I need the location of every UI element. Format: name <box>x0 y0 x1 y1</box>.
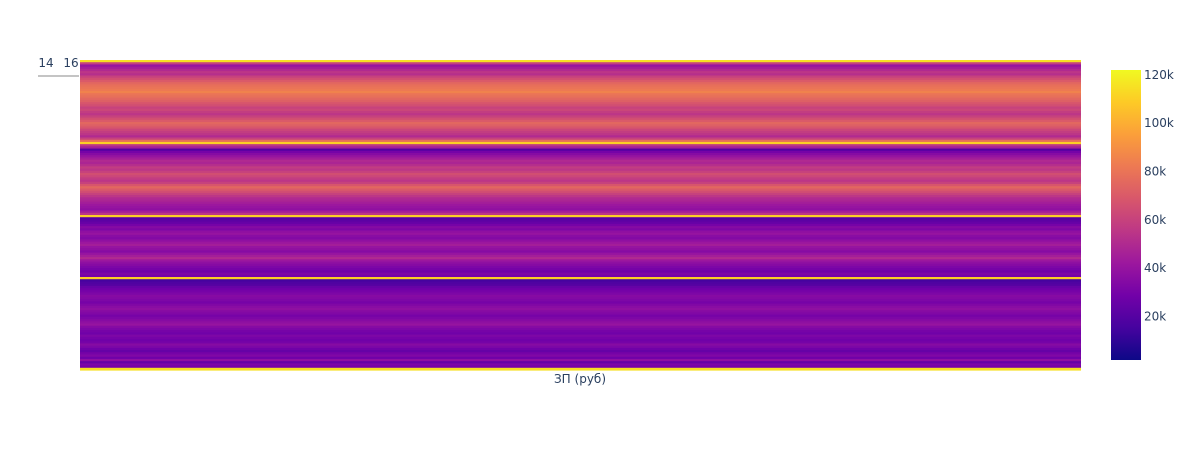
colorbar-tick-label: 80k <box>1144 165 1166 179</box>
colorbar: 20k 40k 60k 80k 100k 120k <box>1111 68 1174 360</box>
heatmap-row-cell <box>80 368 1081 371</box>
colorbar-tick-label: 40k <box>1144 261 1166 275</box>
y-axis: 14 16 <box>38 56 79 76</box>
colorbar-tick-label: 120k <box>1144 68 1174 82</box>
y-tick-label: 14 <box>38 56 53 70</box>
colorbar-tick-label: 100k <box>1144 116 1174 130</box>
colorbar-tick-label: 20k <box>1144 310 1166 324</box>
y-tick-label: 16 <box>63 56 78 70</box>
heatmap-cells <box>80 60 1081 371</box>
colorbar-gradient <box>1111 70 1141 360</box>
colorbar-ticks: 20k 40k 60k 80k 100k 120k <box>1144 68 1174 324</box>
x-axis-title: ЗП (руб) <box>554 372 606 386</box>
colorbar-tick-label: 60k <box>1144 213 1166 227</box>
